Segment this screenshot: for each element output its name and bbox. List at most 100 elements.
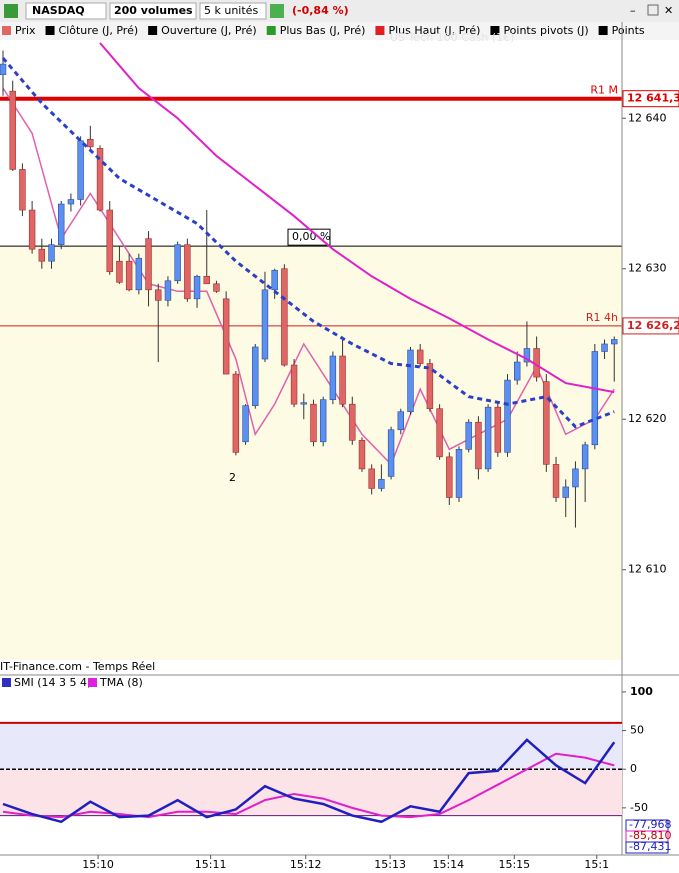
legend: Prix Clôture (J, Pré) Ouverture (J, Pré) Pl…: [2, 24, 645, 37]
units-select[interactable]: [199, 2, 267, 20]
candle-body: [562, 486, 569, 498]
candle-body: [135, 257, 143, 291]
watermark: US Tech 100 Cash (1€): [390, 31, 514, 44]
candle-body: [310, 403, 317, 443]
indicator-line: [99, 42, 615, 394]
legend-swatch: [375, 26, 385, 35]
time-axis: 15:10 15:11 15:12 15:13 15:14 15:15 15:1: [82, 855, 609, 871]
candle-body: [222, 298, 230, 375]
price-tag: [622, 317, 679, 335]
candle-body: [572, 468, 579, 488]
legend-item: Plus Bas (J, Pré): [280, 24, 366, 37]
y-tick-label: 12 640: [628, 111, 667, 124]
indicator-line: [1, 57, 615, 429]
candle-body: [174, 244, 181, 282]
maximize[interactable]: [647, 4, 659, 16]
legend-swatch: [88, 678, 97, 687]
change: (-0,84 %): [292, 4, 349, 17]
symbol-select[interactable]: [25, 2, 107, 20]
candle-body: [358, 439, 366, 470]
candle-body: [300, 402, 307, 405]
candle-body: [591, 351, 599, 446]
candle-body: [116, 260, 123, 283]
candle-body: [368, 468, 375, 489]
legend-item: Points: [612, 24, 645, 37]
legend-item: Plus Haut (J, Pré): [388, 24, 480, 37]
candle-body: [155, 289, 162, 301]
candle-body: [523, 348, 531, 363]
candle-body: [387, 429, 395, 477]
candle-body: [290, 364, 298, 405]
candle-body: [349, 403, 356, 441]
minimize[interactable]: –: [630, 4, 636, 17]
y-tick-label: 12 610: [628, 563, 667, 576]
legend-swatch: [266, 26, 276, 35]
chart-icon[interactable]: [4, 4, 18, 18]
candle-body: [19, 169, 26, 211]
candle-body: [426, 363, 434, 409]
candle-body: [203, 275, 210, 285]
upper-zone: [0, 722, 622, 770]
pivot-name: R1 M: [590, 84, 618, 97]
x-tick-label: 15:14: [432, 858, 464, 871]
value-tag: [625, 841, 669, 854]
x-tick-label: 15:1: [584, 858, 609, 871]
value-tag-label: -77,968: [629, 818, 671, 831]
candle-body: [514, 361, 521, 381]
indicator-chart: 100 50 0 -50 -77,968-85,810-87,431 SMI (14 3 …: [0, 676, 671, 854]
x-tick-label: 15:15: [498, 858, 530, 871]
candle-body: [319, 399, 327, 443]
candle-body: [329, 355, 337, 400]
reference-zone: [0, 246, 622, 661]
y-tick-label: 100: [630, 685, 653, 698]
candle-body: [484, 406, 492, 470]
legend-swatch: [598, 26, 608, 35]
candle-body: [252, 346, 259, 406]
candle-body: [0, 63, 7, 75]
value-tag-label: -85,810: [629, 829, 671, 842]
value-tag-label: -87,431: [629, 840, 671, 853]
y-tick-label: 0: [630, 762, 637, 775]
candle-body: [601, 343, 608, 352]
candle-body: [184, 244, 191, 300]
candle-body: [232, 373, 240, 453]
candle-body: [261, 289, 269, 360]
candle-body: [339, 355, 346, 405]
candle-body: [77, 140, 84, 200]
candle-body: [465, 421, 472, 450]
legend-swatch: [2, 678, 11, 687]
candle-body: [9, 90, 16, 170]
candle-body: [552, 464, 560, 498]
candle-body: [455, 449, 463, 498]
candle-body: [281, 268, 288, 366]
candle-body: [416, 349, 424, 364]
candle-body: [48, 244, 55, 262]
candle-body: [28, 209, 36, 250]
price-tag-label: 12 626,2: [627, 319, 679, 332]
legend-swatch: [2, 26, 11, 35]
units: 5 k unités: [204, 4, 258, 17]
lower-zone: [0, 769, 622, 816]
color-icon[interactable]: [270, 4, 284, 18]
volume-select[interactable]: [109, 2, 197, 20]
x-tick-label: 15:11: [195, 858, 227, 871]
candle-body: [494, 406, 502, 453]
candle-body: [543, 381, 550, 465]
signal-label: 2: [229, 471, 236, 484]
candle-body: [475, 421, 482, 470]
legend-item: Prix: [15, 24, 36, 37]
candle-body: [193, 275, 201, 300]
candle-body: [67, 199, 75, 205]
y-tick-label: -50: [630, 801, 648, 814]
candle-body: [38, 248, 46, 262]
close[interactable]: ✕: [664, 4, 673, 17]
y-tick-label: 12 620: [628, 412, 667, 425]
candle-body: [145, 238, 152, 291]
legend-item: SMI (14 3 5 4): [14, 676, 91, 689]
legend-bar: [0, 22, 679, 40]
y-tick-label: 50: [630, 724, 644, 737]
candle-body: [125, 260, 133, 291]
source: IT-Finance.com - Temps Réel: [0, 660, 155, 673]
